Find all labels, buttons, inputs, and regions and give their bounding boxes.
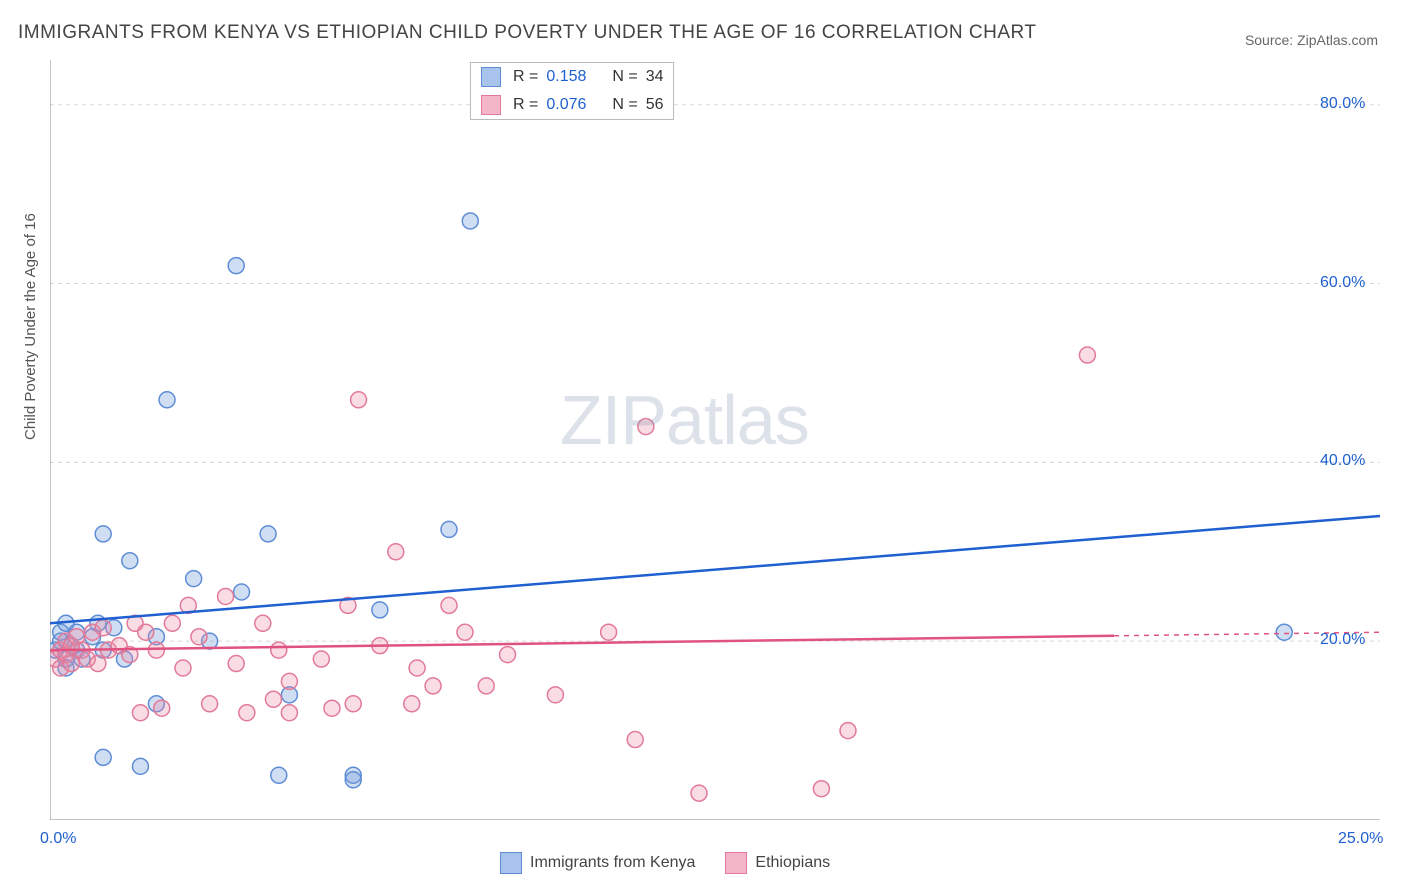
correlation-stats-legend: R = 0.158 N = 34 R = 0.076 N = 56 [470,62,674,120]
chart-title: IMMIGRANTS FROM KENYA VS ETHIOPIAN CHILD… [18,22,1037,44]
legend-item: Ethiopians [725,852,830,874]
source-prefix: Source: [1245,32,1297,48]
n-value: 56 [646,96,664,114]
legend-swatch [725,852,747,874]
legend-item: Immigrants from Kenya [500,852,695,874]
y-axis-label: Child Poverty Under the Age of 16 [22,213,39,440]
y-tick-label: 60.0% [1320,274,1365,292]
y-tick-label: 40.0% [1320,452,1365,470]
r-label: R = [513,96,538,114]
n-label: N = [612,96,637,114]
stats-legend-row: R = 0.076 N = 56 [471,91,673,119]
source-link[interactable]: ZipAtlas.com [1297,32,1378,48]
x-tick-label: 25.0% [1338,830,1383,848]
y-tick-label: 20.0% [1320,631,1365,649]
y-tick-label: 80.0% [1320,95,1365,113]
chart-container: IMMIGRANTS FROM KENYA VS ETHIOPIAN CHILD… [0,0,1406,892]
series-legend: Immigrants from Kenya Ethiopians [500,852,830,874]
r-label: R = [513,68,538,86]
scatter-plot [50,60,1380,820]
legend-swatch [500,852,522,874]
legend-swatch [481,67,501,87]
n-label: N = [612,68,637,86]
stats-legend-row: R = 0.158 N = 34 [471,63,673,91]
source-attribution: Source: ZipAtlas.com [1245,32,1378,48]
r-value: 0.076 [546,96,596,114]
r-value: 0.158 [546,68,596,86]
legend-swatch [481,95,501,115]
x-tick-label: 0.0% [40,830,76,848]
legend-label: Ethiopians [755,854,830,872]
legend-label: Immigrants from Kenya [530,854,695,872]
n-value: 34 [646,68,664,86]
